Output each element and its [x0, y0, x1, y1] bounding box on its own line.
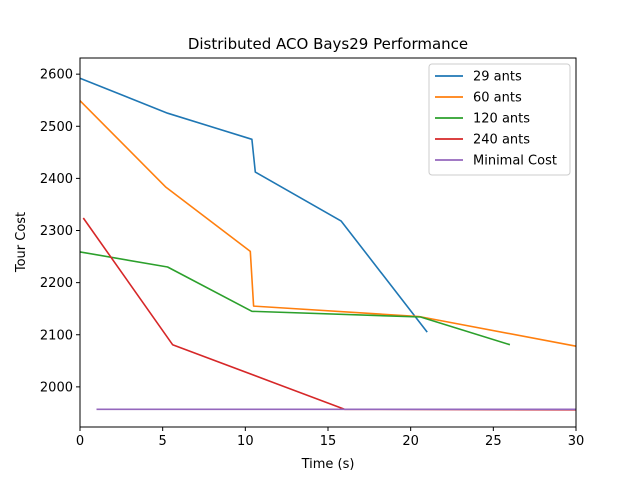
legend: 29 ants 60 ants 120 ants 240 ants Minimal Co…	[428, 63, 571, 176]
x-tick-label-3: 15	[320, 434, 337, 449]
y-tick-label-4: 2400	[40, 172, 73, 187]
y-tick-label-1: 2100	[40, 328, 73, 343]
y-tick-label-3: 2300	[40, 224, 73, 239]
y-axis-label: Tour Cost	[14, 212, 29, 273]
legend-label-4: Minimal Cost	[473, 154, 557, 169]
x-tick-label-5: 25	[485, 434, 502, 449]
series-layer	[79, 77, 577, 411]
chart-title: Distributed ACO Bays29 Performance	[188, 35, 468, 53]
legend-box	[428, 63, 571, 176]
y-tick-label-6: 2600	[40, 68, 73, 83]
x-tick-label-6: 30	[568, 434, 585, 449]
x-tick-label-1: 5	[159, 434, 167, 449]
legend-label-2: 120 ants	[473, 112, 530, 127]
x-axis: 0 5 10 15 20 25 30	[76, 427, 584, 449]
series-line-1	[79, 100, 577, 347]
x-tick-label-0: 0	[76, 434, 84, 449]
x-axis-label: Time (s)	[301, 457, 355, 472]
y-tick-label-2: 2200	[40, 276, 73, 291]
legend-label-3: 240 ants	[473, 133, 530, 148]
series-line-0	[79, 77, 428, 333]
series-line-2	[79, 251, 511, 346]
x-tick-label-2: 10	[237, 434, 254, 449]
x-tick-label-4: 20	[402, 434, 419, 449]
y-tick-label-5: 2500	[40, 120, 73, 135]
y-axis: 2000 2100 2200 2300 2400 2500 2600	[40, 68, 80, 395]
legend-label-1: 60 ants	[473, 91, 522, 106]
y-tick-label-0: 2000	[40, 380, 73, 395]
legend-label-0: 29 ants	[473, 70, 522, 85]
